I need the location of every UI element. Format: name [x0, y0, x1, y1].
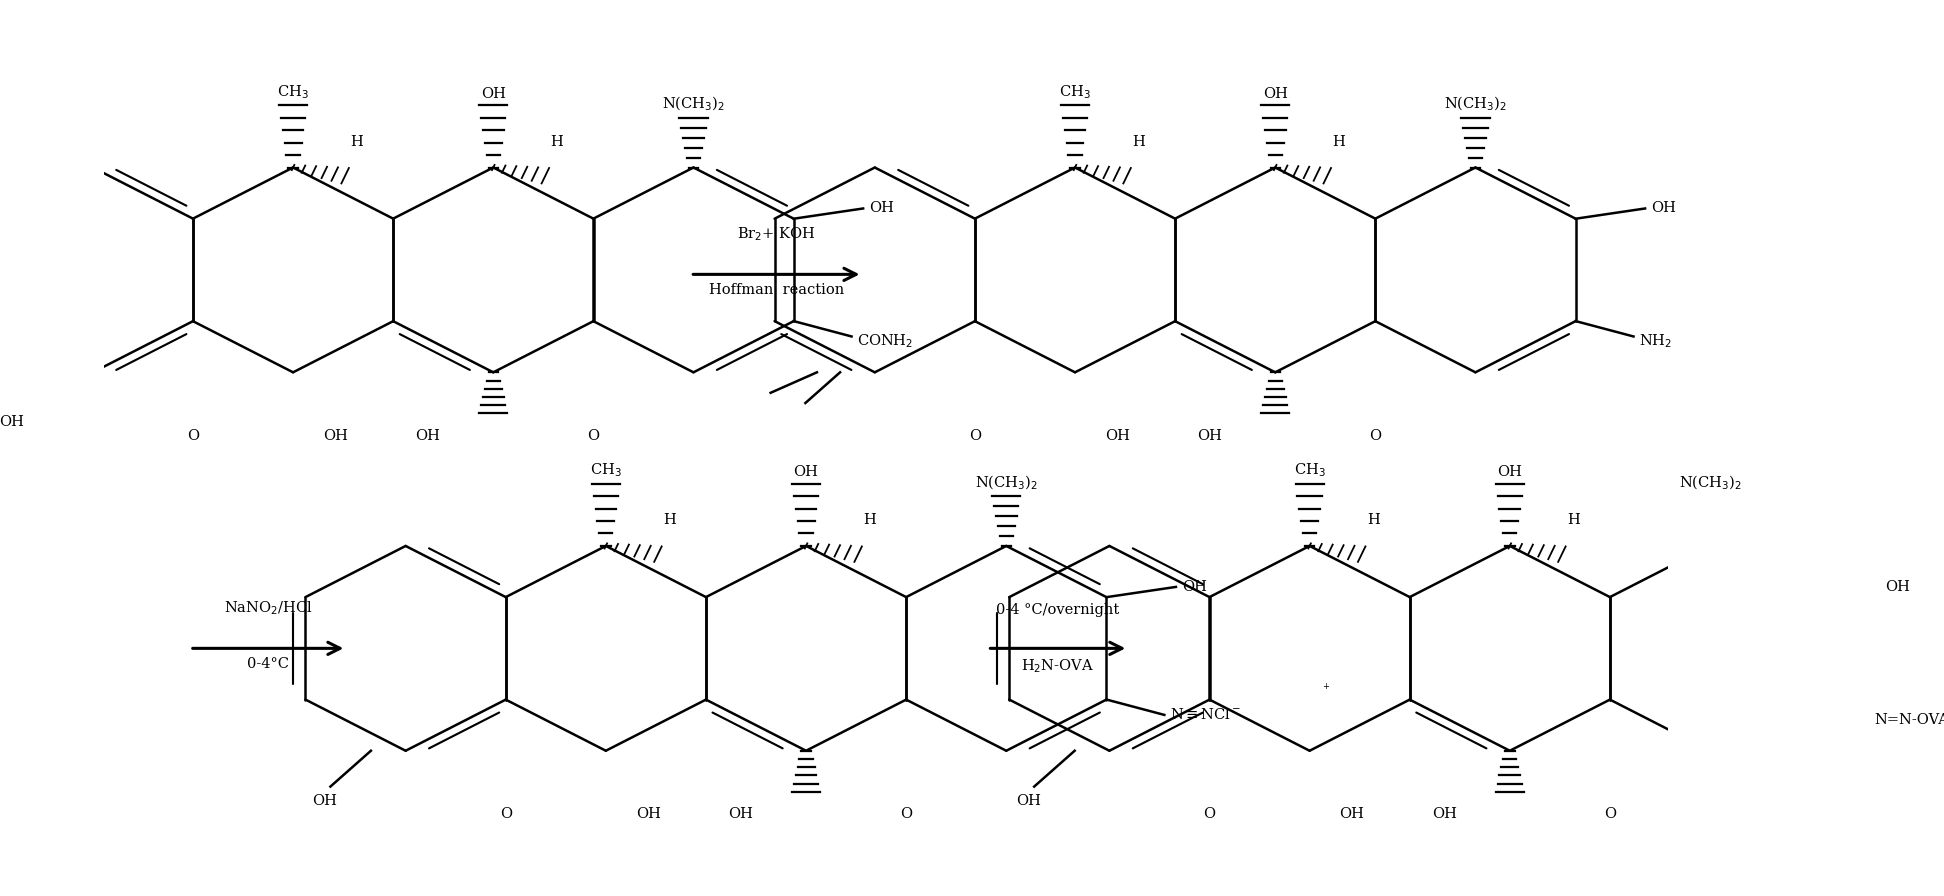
Text: 0-4°C: 0-4°C [247, 658, 290, 671]
Text: OH: OH [480, 87, 505, 100]
Text: H$_2$N-OVA: H$_2$N-OVA [1021, 658, 1094, 675]
Text: Hoffman  reaction: Hoffman reaction [710, 283, 844, 297]
Text: OH: OH [636, 807, 661, 821]
Text: N$\equiv$NCl$^-$: N$\equiv$NCl$^-$ [1170, 708, 1240, 722]
Text: OH: OH [793, 465, 818, 479]
Text: O: O [500, 807, 511, 821]
Text: N(CH$_3$)$_2$: N(CH$_3$)$_2$ [1678, 473, 1742, 492]
Text: H: H [1367, 513, 1380, 528]
Text: OH: OH [1182, 580, 1207, 594]
Text: OH: OH [1198, 428, 1223, 443]
Text: CH$_3$: CH$_3$ [589, 461, 622, 479]
Text: H: H [1131, 135, 1145, 149]
Text: OH: OH [1017, 794, 1040, 808]
Text: OH: OH [1339, 807, 1365, 821]
Text: O: O [1369, 428, 1382, 443]
Text: H: H [663, 513, 677, 528]
Text: OH: OH [0, 416, 23, 429]
Text: H: H [350, 135, 364, 149]
Text: O: O [587, 428, 599, 443]
Text: CONH$_2$: CONH$_2$ [857, 332, 914, 350]
Text: OH: OH [869, 202, 894, 215]
Text: OH: OH [729, 807, 752, 821]
Text: H: H [550, 135, 564, 149]
Text: O: O [900, 807, 912, 821]
Text: N(CH$_3$)$_2$: N(CH$_3$)$_2$ [663, 95, 725, 113]
Text: CH$_3$: CH$_3$ [278, 83, 309, 100]
Text: O: O [187, 428, 198, 443]
Text: OH: OH [1886, 580, 1911, 594]
Text: H: H [863, 513, 877, 528]
Text: 0-4 °C/overnight: 0-4 °C/overnight [995, 603, 1120, 617]
Text: OH: OH [313, 794, 336, 808]
Text: OH: OH [416, 428, 441, 443]
Text: OH: OH [323, 428, 348, 443]
Text: N(CH$_3$)$_2$: N(CH$_3$)$_2$ [974, 473, 1038, 492]
Text: OH: OH [1264, 87, 1287, 100]
Text: OH: OH [1497, 465, 1522, 479]
Text: H: H [1332, 135, 1345, 149]
Text: Br$_2$+ KOH: Br$_2$+ KOH [737, 226, 816, 243]
Text: H: H [1567, 513, 1580, 528]
Text: OH: OH [1104, 428, 1129, 443]
Text: N=N-OVA: N=N-OVA [1874, 713, 1944, 727]
Text: O: O [1604, 807, 1615, 821]
Text: NaNO$_2$/HCl: NaNO$_2$/HCl [224, 599, 313, 617]
Text: O: O [1203, 807, 1215, 821]
Text: CH$_3$: CH$_3$ [1059, 83, 1091, 100]
Text: N(CH$_3$)$_2$: N(CH$_3$)$_2$ [1444, 95, 1507, 113]
Text: OH: OH [1433, 807, 1456, 821]
Text: O: O [968, 428, 982, 443]
Text: $^+$: $^+$ [1320, 683, 1330, 696]
Text: OH: OH [1650, 202, 1676, 215]
Text: NH$_2$: NH$_2$ [1639, 332, 1672, 350]
Text: CH$_3$: CH$_3$ [1295, 461, 1326, 479]
